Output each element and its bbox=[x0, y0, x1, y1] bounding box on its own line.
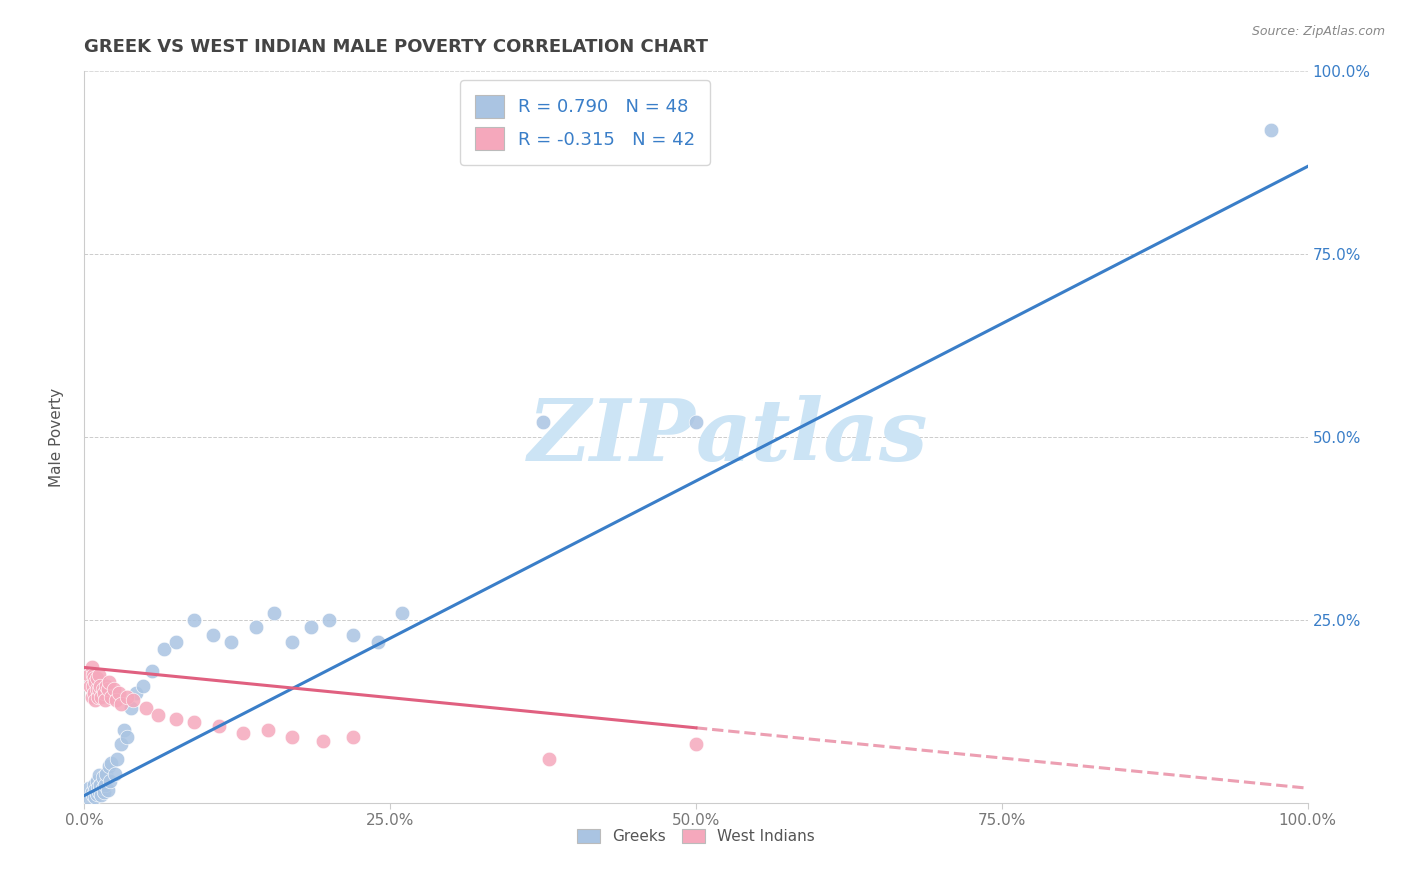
Point bbox=[105, 693, 128, 707]
Point bbox=[257, 723, 280, 737]
Point bbox=[135, 700, 157, 714]
Point bbox=[96, 679, 118, 693]
Point bbox=[685, 737, 707, 751]
Point bbox=[94, 778, 117, 792]
Point bbox=[87, 785, 110, 799]
Point bbox=[538, 752, 561, 766]
Point bbox=[94, 693, 117, 707]
Point bbox=[201, 627, 224, 641]
Point bbox=[183, 715, 205, 730]
Point bbox=[86, 773, 108, 788]
Point bbox=[97, 782, 120, 797]
Text: GREEK VS WEST INDIAN MALE POVERTY CORRELATION CHART: GREEK VS WEST INDIAN MALE POVERTY CORREL… bbox=[84, 38, 709, 56]
Point bbox=[105, 752, 128, 766]
Point bbox=[165, 635, 187, 649]
Point bbox=[100, 690, 122, 704]
Point bbox=[84, 789, 107, 804]
Point bbox=[80, 690, 103, 704]
Y-axis label: Male Poverty: Male Poverty bbox=[49, 387, 63, 487]
Point bbox=[281, 730, 304, 744]
Point bbox=[96, 766, 118, 780]
Point bbox=[1260, 123, 1282, 137]
Point bbox=[342, 627, 364, 641]
Point bbox=[91, 770, 114, 784]
Text: ZIP: ZIP bbox=[529, 395, 696, 479]
Point bbox=[86, 682, 108, 697]
Point bbox=[83, 778, 105, 792]
Point bbox=[91, 682, 114, 697]
Point bbox=[79, 679, 101, 693]
Point bbox=[219, 635, 242, 649]
Point bbox=[146, 708, 169, 723]
Point bbox=[80, 660, 103, 674]
Point bbox=[90, 690, 112, 704]
Point bbox=[391, 606, 413, 620]
Point bbox=[153, 642, 176, 657]
Point bbox=[110, 697, 132, 711]
Point bbox=[84, 693, 107, 707]
Point bbox=[89, 778, 111, 792]
Point bbox=[93, 785, 115, 799]
Point bbox=[91, 781, 114, 796]
Point bbox=[122, 693, 145, 707]
Point bbox=[183, 613, 205, 627]
Point bbox=[97, 759, 120, 773]
Point bbox=[87, 682, 110, 697]
Point bbox=[165, 712, 187, 726]
Point bbox=[84, 675, 107, 690]
Point bbox=[93, 686, 115, 700]
Point bbox=[120, 700, 142, 714]
Point bbox=[90, 789, 112, 803]
Text: atlas: atlas bbox=[696, 395, 928, 479]
Point bbox=[318, 613, 340, 627]
Point bbox=[100, 756, 122, 770]
Point bbox=[115, 690, 138, 704]
Point bbox=[112, 723, 135, 737]
Point bbox=[342, 730, 364, 744]
Point bbox=[367, 635, 389, 649]
Point bbox=[263, 606, 285, 620]
Point bbox=[312, 733, 335, 747]
Point bbox=[79, 792, 101, 806]
Point bbox=[80, 785, 103, 799]
Point bbox=[245, 620, 267, 634]
Point bbox=[98, 773, 121, 788]
Point bbox=[83, 686, 105, 700]
Point bbox=[232, 726, 254, 740]
Point bbox=[97, 682, 120, 697]
Point bbox=[110, 737, 132, 751]
Point bbox=[83, 672, 105, 686]
Point bbox=[115, 730, 138, 744]
Point bbox=[82, 679, 104, 693]
Point bbox=[86, 787, 108, 801]
Text: Source: ZipAtlas.com: Source: ZipAtlas.com bbox=[1251, 25, 1385, 38]
Point bbox=[531, 416, 554, 430]
Point bbox=[77, 781, 100, 796]
Point bbox=[84, 782, 107, 797]
Point bbox=[82, 789, 104, 803]
Point bbox=[299, 620, 322, 634]
Point bbox=[125, 686, 148, 700]
Point bbox=[87, 690, 110, 704]
Point bbox=[685, 416, 707, 430]
Point bbox=[103, 682, 125, 697]
Point bbox=[77, 667, 100, 681]
Point bbox=[87, 780, 110, 794]
Point bbox=[104, 766, 127, 780]
Point bbox=[86, 672, 108, 686]
Point bbox=[107, 686, 129, 700]
Point bbox=[141, 664, 163, 678]
Point bbox=[208, 719, 231, 733]
Point bbox=[97, 675, 120, 690]
Point bbox=[87, 768, 110, 782]
Point bbox=[89, 679, 111, 693]
Point bbox=[87, 667, 110, 681]
Point bbox=[132, 679, 155, 693]
Point bbox=[82, 667, 104, 681]
Point bbox=[281, 635, 304, 649]
Legend: Greeks, West Indians: Greeks, West Indians bbox=[571, 822, 821, 850]
